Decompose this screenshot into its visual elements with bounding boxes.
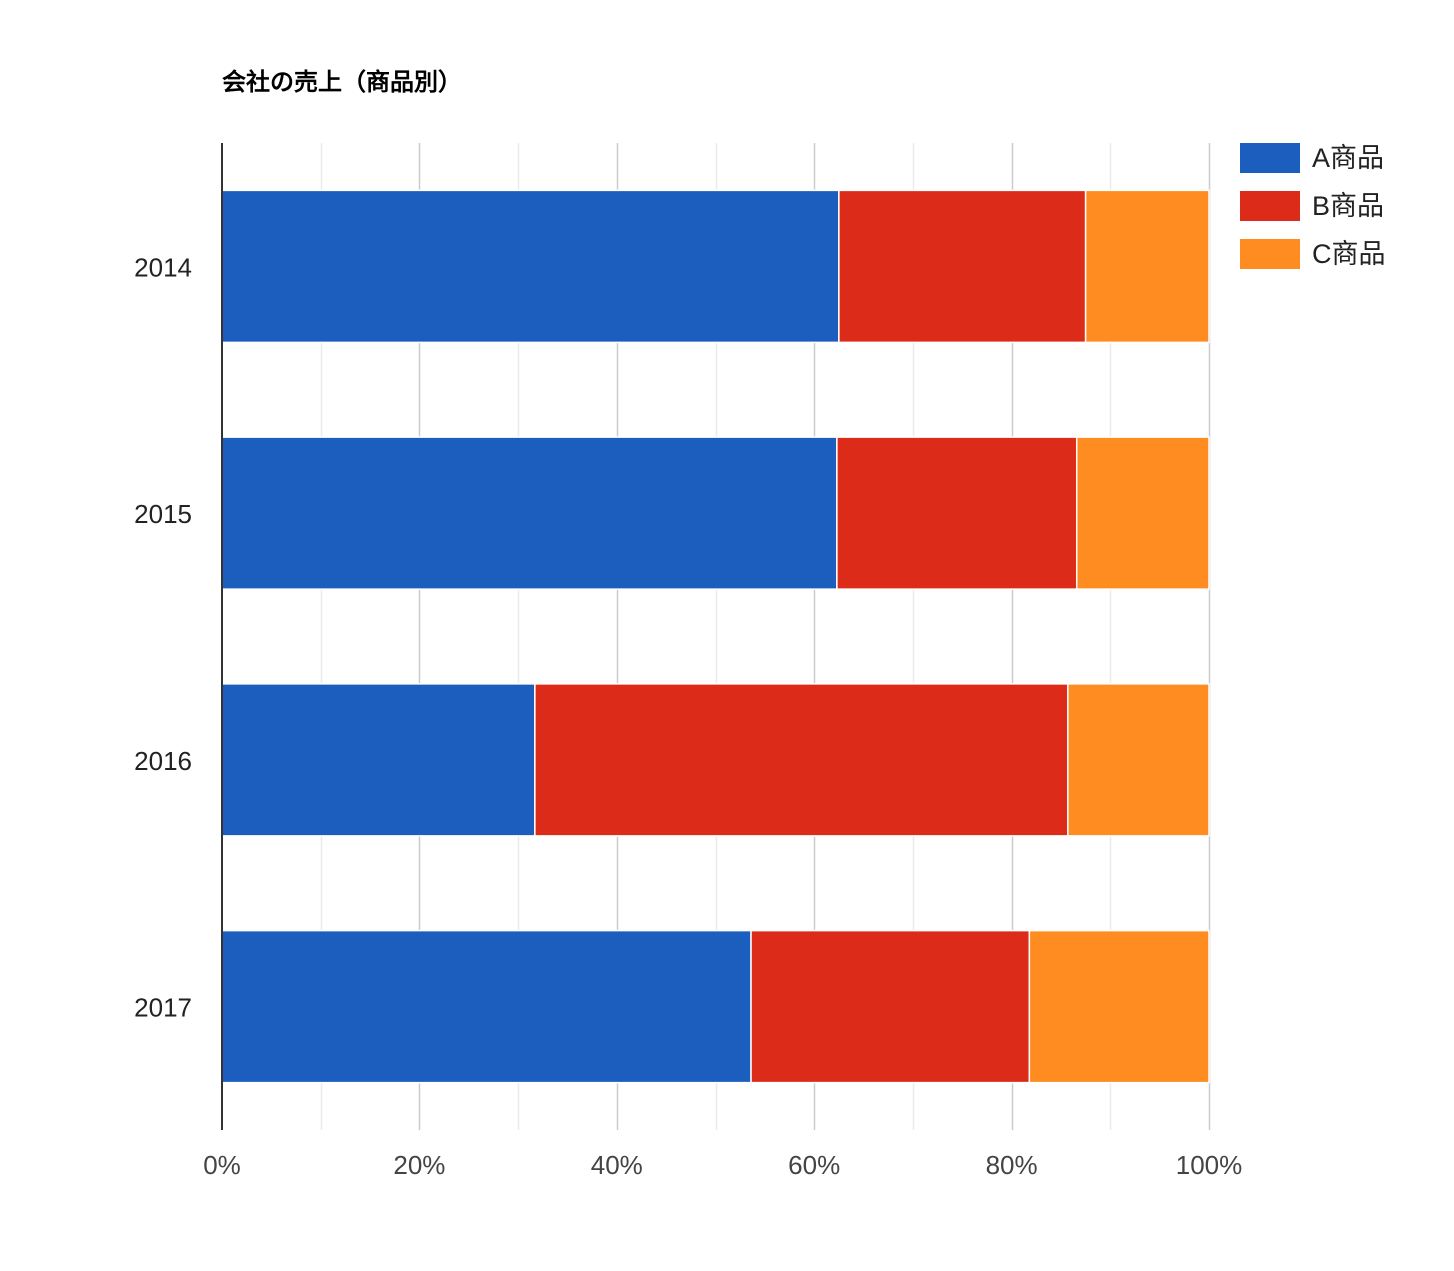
x-tick-label: 0% xyxy=(203,1150,241,1180)
x-tick-label: 100% xyxy=(1176,1150,1243,1180)
y-tick-label: 2016 xyxy=(134,746,192,776)
x-tick-label: 40% xyxy=(591,1150,643,1180)
x-tick-label: 80% xyxy=(986,1150,1038,1180)
y-tick-label: 2017 xyxy=(134,993,192,1023)
bar-segment[interactable] xyxy=(534,683,1069,837)
bar-segment[interactable] xyxy=(1075,436,1210,590)
bar-segment[interactable] xyxy=(1084,189,1210,344)
legend-swatch xyxy=(1240,239,1300,269)
y-tick-label: 2015 xyxy=(134,499,192,529)
legend-label[interactable]: C商品 xyxy=(1312,239,1386,269)
legend-label[interactable]: A商品 xyxy=(1312,143,1384,173)
bar-segment[interactable] xyxy=(221,929,752,1084)
legend-label[interactable]: B商品 xyxy=(1312,191,1384,221)
bar-segment[interactable] xyxy=(1028,929,1210,1084)
chart-title: 会社の売上（商品別） xyxy=(222,68,462,96)
legend-swatch xyxy=(1240,143,1300,173)
bar-segment[interactable] xyxy=(750,929,1031,1084)
x-tick-label: 60% xyxy=(788,1150,840,1180)
y-tick-label: 2014 xyxy=(134,252,192,282)
bar-segment[interactable] xyxy=(836,436,1078,590)
bar-segment[interactable] xyxy=(221,189,840,344)
bar-segment[interactable] xyxy=(838,189,1087,344)
bar-segment[interactable] xyxy=(221,683,536,837)
legend-swatch xyxy=(1240,191,1300,221)
bar-segment[interactable] xyxy=(1067,683,1210,837)
bar-segment[interactable] xyxy=(221,436,838,590)
x-tick-label: 20% xyxy=(393,1150,445,1180)
